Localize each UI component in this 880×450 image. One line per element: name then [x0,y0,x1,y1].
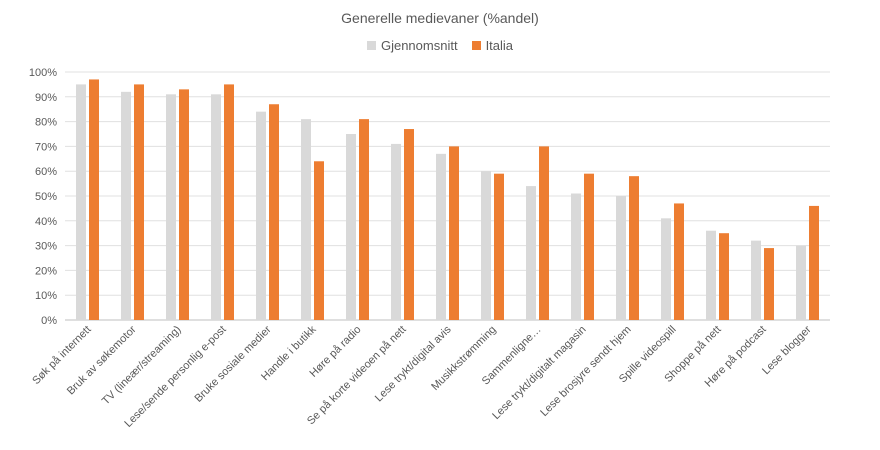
y-tick-label: 40% [35,216,57,228]
bar-gjennomsnitt [616,196,626,320]
y-tick-label: 30% [35,241,57,253]
bar-gjennomsnitt [121,91,131,320]
bar-italia [584,173,594,320]
legend-swatch-italia [471,41,481,50]
legend-label-gjennomsnitt: Gjennomsnitt [380,38,458,53]
legend-swatch-gjennomsnitt [366,41,376,50]
bar-gjennomsnitt [436,153,446,320]
bar-italia [179,89,189,320]
y-tick-label: 70% [35,141,57,153]
chart-title: Generelle medievaner (%andel) [341,10,539,26]
y-tick-label: 0% [41,315,57,327]
bar-gjennomsnitt [571,193,581,320]
bar-gjennomsnitt [796,245,806,320]
x-tick-label: Bruke sosiale medier [193,323,274,404]
bar-gjennomsnitt [211,94,221,320]
bar-italia [404,129,414,320]
bar-gjennomsnitt [751,240,761,320]
bar-gjennomsnitt [391,143,401,320]
x-tick-label: Lese trykt/digital avis [373,323,454,404]
y-tick-label: 10% [35,290,57,302]
bar-gjennomsnitt [256,111,266,321]
legend-item-gjennomsnitt: Gjennomsnitt [366,38,458,53]
y-tick-label: 90% [35,92,57,104]
bar-gjennomsnitt [76,84,86,321]
bar-gjennomsnitt [661,218,671,320]
bar-italia [269,104,279,321]
bar-italia [764,248,774,320]
bar-italia [359,119,369,321]
bar-italia [809,205,819,320]
bar-italia [134,84,144,321]
y-tick-label: 100% [29,67,57,79]
bar-italia [314,161,324,320]
x-tick-label: Lese blogger [760,323,814,377]
bar-italia [629,176,639,320]
bar-gjennomsnitt [481,171,491,320]
bar-italia [719,233,729,320]
legend-item-italia: Italia [471,38,514,53]
bar-italia [449,146,459,320]
bar-gjennomsnitt [346,134,356,320]
bar-italia [494,173,504,320]
bar-gjennomsnitt [301,119,311,321]
x-tick-label: Lese trykt/digitalt magasin [490,324,588,422]
y-tick-label: 80% [35,117,57,129]
legend-label-italia: Italia [485,38,514,53]
bar-italia [224,84,234,321]
bar-italia [674,203,684,320]
legend: Gjennomsnitt Italia [0,38,880,53]
bar-gjennomsnitt [526,186,536,320]
y-tick-label: 50% [35,191,57,203]
y-tick-label: 20% [35,265,57,277]
bar-gjennomsnitt [706,230,716,320]
x-tick-label: TV (lineær/streaming) [100,324,184,408]
bar-gjennomsnitt [166,94,176,320]
x-tick-label: Lese brosjyre sendt hjem [538,324,633,419]
y-tick-label: 60% [35,166,57,178]
bar-italia [539,146,549,320]
bar-italia [89,79,99,320]
